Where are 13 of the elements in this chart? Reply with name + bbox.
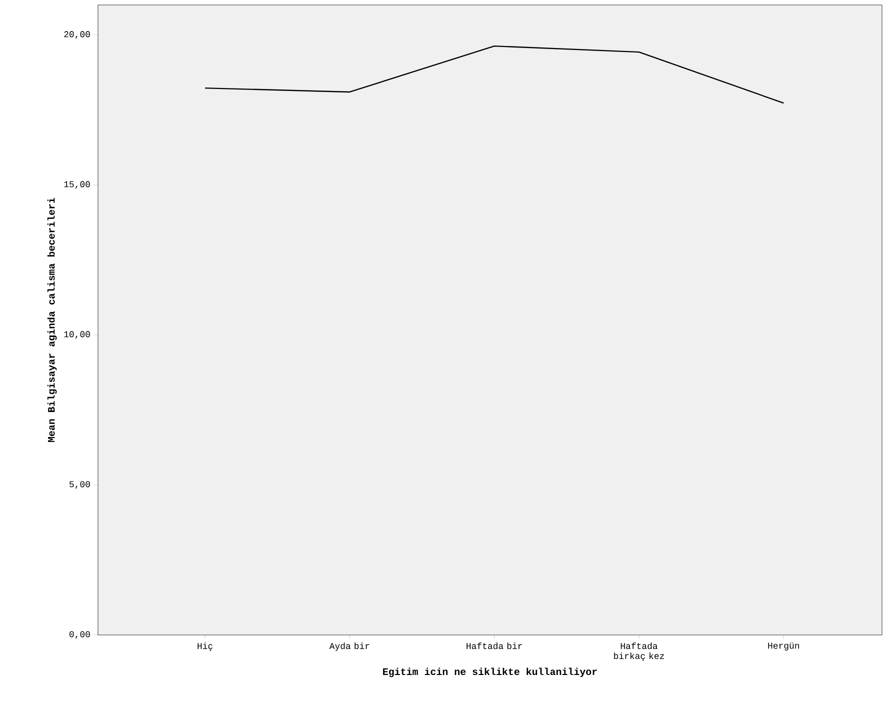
x-tick-label: Ayda bir xyxy=(329,642,370,651)
x-tick-label: Haftada birkaç kez xyxy=(614,642,664,661)
x-tick-label: Haftada bir xyxy=(466,642,522,650)
y-axis-title: Mean Bilgisayar aginda calisma becerileri xyxy=(47,198,57,442)
y-tick-label: 15,00 xyxy=(64,181,90,189)
line-series xyxy=(204,45,784,104)
x-tick-label: Hiç xyxy=(198,642,212,651)
y-tick-label: 20,00 xyxy=(64,31,90,39)
x-axis-title: Egitim icin ne siklikte kullaniliyor xyxy=(383,668,597,678)
y-tick-label: 0,00 xyxy=(70,631,90,639)
y-tick-label: 5,00 xyxy=(70,481,90,489)
y-tick-label: 10,00 xyxy=(64,331,90,339)
x-tick-label: Hergün xyxy=(768,642,799,651)
